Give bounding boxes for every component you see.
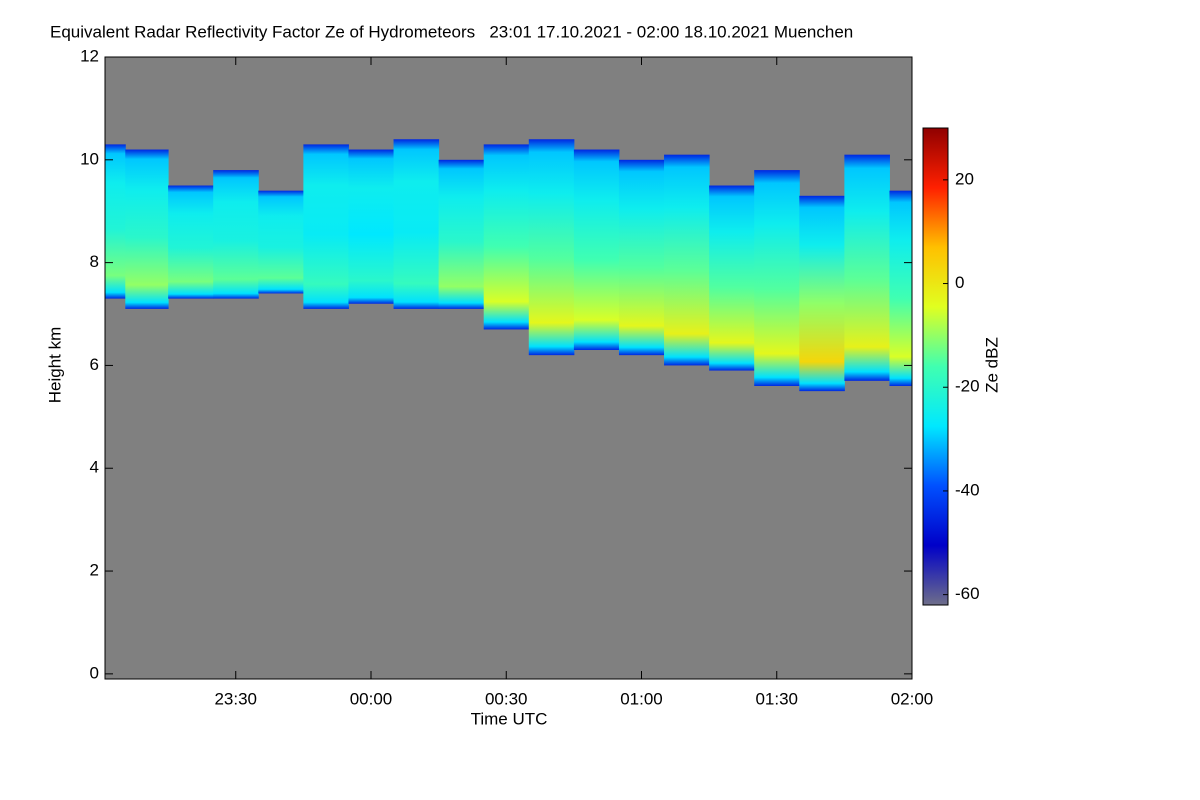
y-tick-label: 6: [90, 355, 99, 374]
cloud-column: [213, 170, 259, 299]
colorbar-tick-label: -40: [955, 480, 980, 499]
colorbar-tick-label: -60: [955, 584, 980, 603]
cloud-column: [438, 159, 485, 309]
colorbar-tick-label: 0: [955, 273, 964, 292]
cloud-column: [889, 190, 913, 386]
cloud-column: [105, 144, 126, 299]
cloud-column: [754, 170, 800, 386]
x-tick-label: 00:30: [485, 689, 528, 708]
cloud-column: [618, 159, 665, 356]
y-tick-label: 4: [90, 458, 99, 477]
cloud-column: [125, 149, 169, 309]
colorbar: [922, 127, 949, 606]
cloud-column: [664, 154, 710, 366]
y-tick-label: 0: [90, 663, 99, 682]
plot-frame: [104, 56, 913, 680]
x-tick-label: 01:30: [755, 689, 798, 708]
cloud-column: [844, 154, 890, 381]
cloud-column: [573, 149, 620, 351]
y-tick-label: 8: [90, 252, 99, 271]
cloud-column: [303, 144, 349, 309]
y-tick-label: 2: [90, 561, 99, 580]
x-tick-label: 00:00: [350, 689, 393, 708]
x-tick-label: 23:30: [214, 689, 257, 708]
cloud-column: [709, 185, 755, 371]
x-tick-label: 02:00: [891, 689, 934, 708]
cloud-column: [168, 185, 214, 299]
colorbar-tick-label: -20: [955, 377, 980, 396]
cloud-column: [483, 144, 530, 330]
cloud-column: [799, 195, 845, 392]
y-tick-label: 12: [80, 46, 99, 65]
x-tick-label: 01:00: [620, 689, 663, 708]
chart-title: Equivalent Radar Reflectivity Factor Ze …: [50, 22, 853, 41]
colorbar-label: Ze dBZ: [982, 337, 1001, 393]
cloud-column: [393, 139, 440, 309]
y-axis-label: Height km: [45, 327, 64, 404]
y-tick-label: 10: [80, 149, 99, 168]
cloud-column: [348, 149, 395, 304]
x-axis-label: Time UTC: [471, 709, 548, 728]
cloud-column: [528, 139, 575, 356]
colorbar-tick-label: 20: [955, 169, 974, 188]
cloud-column: [258, 190, 304, 294]
